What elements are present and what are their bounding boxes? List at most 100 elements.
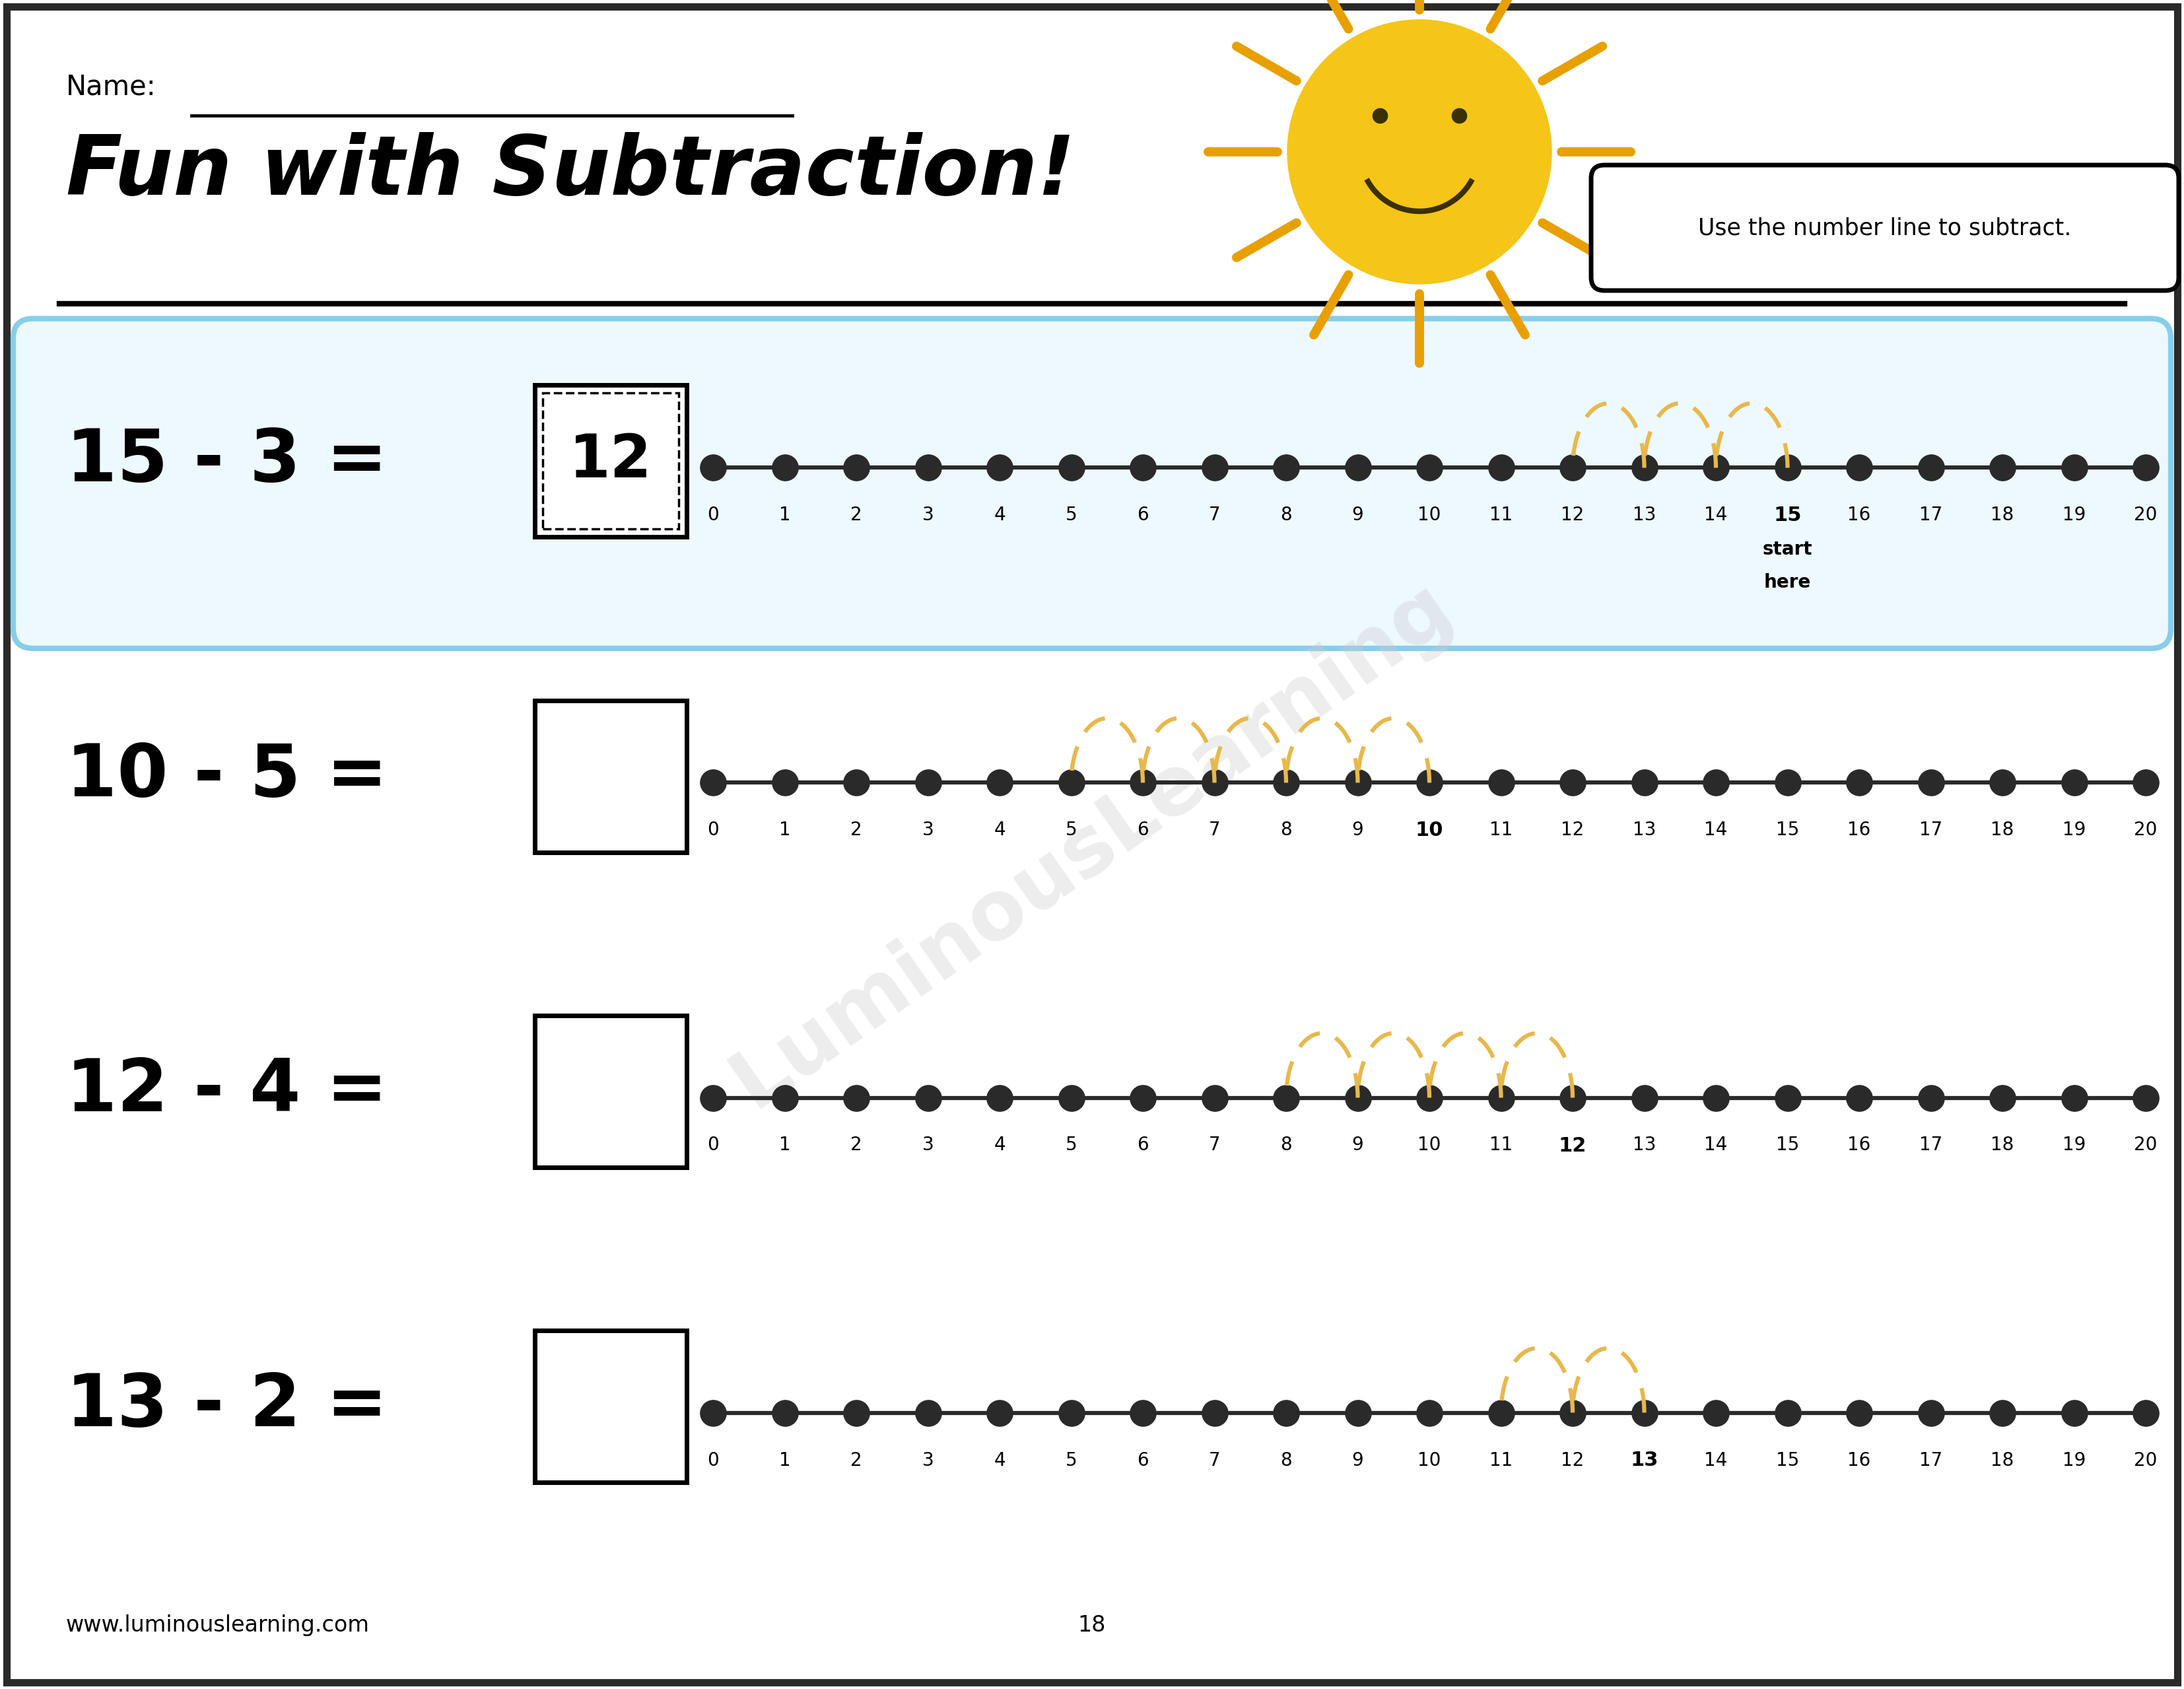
Text: 1: 1 [780, 1137, 791, 1155]
Text: 16: 16 [1848, 1137, 1872, 1155]
Text: 1: 1 [780, 821, 791, 839]
Point [1699, 768, 1734, 796]
Point [2057, 1398, 2092, 1426]
Text: 1: 1 [780, 1451, 791, 1469]
Point [1053, 1398, 1088, 1426]
Point [1555, 768, 1590, 796]
Point [695, 454, 729, 481]
Text: 14: 14 [1704, 821, 1728, 839]
Text: 17: 17 [1920, 1451, 1942, 1469]
Text: 10: 10 [1417, 1451, 1441, 1469]
Point [2127, 768, 2162, 796]
Point [1341, 454, 1376, 481]
Text: 5: 5 [1066, 507, 1077, 525]
Text: Use the number line to subtract.: Use the number line to subtract. [1699, 216, 2073, 240]
Point [1627, 768, 1662, 796]
Point [1841, 768, 1876, 796]
Point [1125, 1084, 1160, 1111]
Point [1197, 1084, 1232, 1111]
Text: 17: 17 [1920, 1137, 1942, 1155]
Point [2127, 454, 2162, 481]
Point [1699, 1398, 1734, 1426]
Point [1197, 768, 1232, 796]
Text: 13: 13 [1629, 1451, 1658, 1469]
Point [983, 454, 1018, 481]
Text: 18: 18 [1992, 507, 2014, 525]
Text: 20: 20 [2134, 1137, 2158, 1155]
Point [1769, 1084, 1804, 1111]
Text: 3: 3 [922, 507, 935, 525]
Point [1053, 1084, 1088, 1111]
Point [767, 1084, 802, 1111]
Text: www.luminouslearning.com: www.luminouslearning.com [66, 1615, 369, 1637]
Point [695, 1084, 729, 1111]
Text: 2: 2 [850, 1137, 863, 1155]
Point [1985, 1084, 2020, 1111]
Text: 10: 10 [1417, 1137, 1441, 1155]
Text: 13: 13 [1634, 1137, 1655, 1155]
Text: 9: 9 [1352, 821, 1363, 839]
Text: 17: 17 [1920, 507, 1942, 525]
Point [1985, 768, 2020, 796]
Text: 6: 6 [1138, 507, 1149, 525]
Point [1053, 768, 1088, 796]
Point [767, 1398, 802, 1426]
Point [1699, 1084, 1734, 1111]
Text: 0: 0 [708, 821, 719, 839]
Point [2057, 1084, 2092, 1111]
Text: 13: 13 [1634, 821, 1655, 839]
Text: 9: 9 [1352, 1451, 1363, 1469]
Point [1769, 768, 1804, 796]
Text: 3: 3 [922, 821, 935, 839]
Text: 18: 18 [1992, 1451, 2014, 1469]
Point [911, 1084, 946, 1111]
Point [1197, 1398, 1232, 1426]
Point [911, 454, 946, 481]
Point [839, 768, 874, 796]
FancyBboxPatch shape [7, 7, 2177, 1682]
Text: 0: 0 [708, 1137, 719, 1155]
Text: 3: 3 [922, 1137, 935, 1155]
Text: 20: 20 [2134, 507, 2158, 525]
Point [695, 1398, 729, 1426]
Point [1197, 454, 1232, 481]
Text: 10 - 5 =: 10 - 5 = [66, 741, 389, 811]
Point [1125, 454, 1160, 481]
Point [839, 1084, 874, 1111]
Point [911, 768, 946, 796]
Point [1053, 454, 1088, 481]
Point [1627, 454, 1662, 481]
Text: 16: 16 [1848, 821, 1872, 839]
Text: 5: 5 [1066, 1451, 1077, 1469]
Text: 4: 4 [994, 1137, 1005, 1155]
Point [1341, 768, 1376, 796]
Point [767, 454, 802, 481]
Point [983, 1084, 1018, 1111]
Text: start: start [1762, 540, 1813, 559]
Text: 7: 7 [1208, 1451, 1221, 1469]
Point [1341, 1084, 1376, 1111]
Text: 11: 11 [1489, 507, 1514, 525]
Point [1699, 454, 1734, 481]
Point [1913, 768, 1948, 796]
Point [1341, 1398, 1376, 1426]
Point [839, 454, 874, 481]
Text: 18: 18 [1079, 1615, 1105, 1637]
Text: 7: 7 [1208, 821, 1221, 839]
Text: 16: 16 [1848, 507, 1872, 525]
Text: 11: 11 [1489, 1451, 1514, 1469]
Text: here: here [1765, 574, 1811, 591]
FancyBboxPatch shape [13, 319, 2171, 649]
Text: 2: 2 [850, 1451, 863, 1469]
Text: Name:: Name: [66, 73, 157, 100]
Text: 2: 2 [850, 821, 863, 839]
Point [695, 768, 729, 796]
Point [1411, 1398, 1446, 1426]
Point [1841, 1084, 1876, 1111]
Text: 8: 8 [1280, 507, 1293, 525]
Text: 4: 4 [994, 507, 1005, 525]
Text: 19: 19 [2062, 507, 2086, 525]
Point [1125, 768, 1160, 796]
Point [1913, 1084, 1948, 1111]
Text: 9: 9 [1352, 507, 1363, 525]
